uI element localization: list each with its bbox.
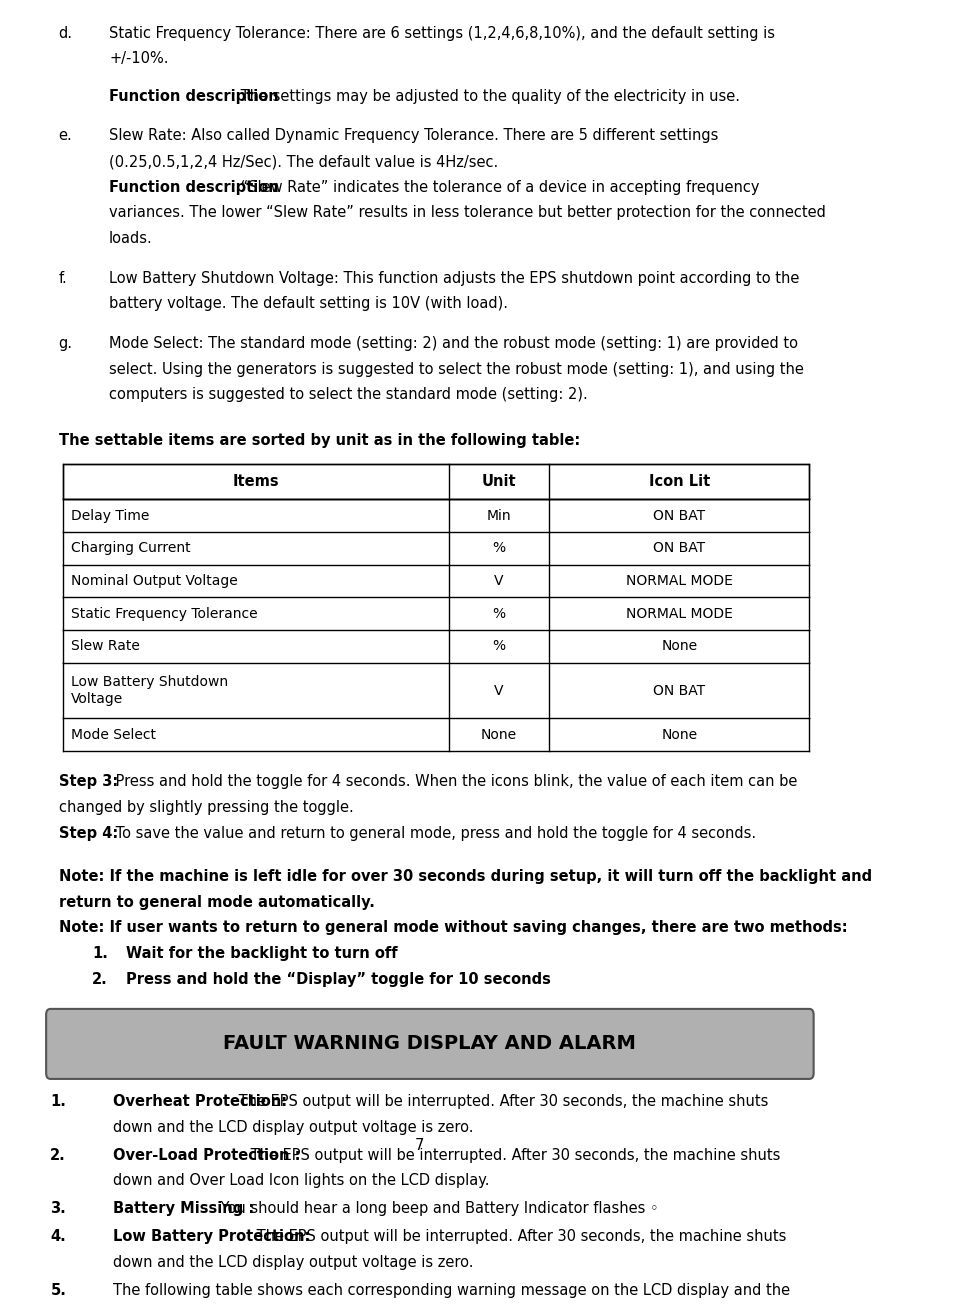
Text: Low Battery Protection:: Low Battery Protection:	[113, 1230, 311, 1244]
FancyBboxPatch shape	[63, 464, 809, 499]
Text: 5.: 5.	[50, 1283, 66, 1297]
Text: Note: If user wants to return to general mode without saving changes, there are : Note: If user wants to return to general…	[59, 921, 848, 935]
Text: %: %	[492, 606, 506, 621]
FancyBboxPatch shape	[46, 1009, 814, 1078]
Text: 3.: 3.	[50, 1201, 66, 1217]
Text: Mode Select: Mode Select	[71, 728, 156, 742]
Text: Charging Current: Charging Current	[71, 541, 191, 556]
Text: Icon Lit: Icon Lit	[649, 475, 710, 489]
Text: down and Over Load Icon lights on the LCD display.: down and Over Load Icon lights on the LC…	[113, 1174, 490, 1188]
Text: You should hear a long beep and Battery Indicator flashes ◦: You should hear a long beep and Battery …	[216, 1201, 659, 1217]
Text: (0.25,0.5,1,2,4 Hz/Sec). The default value is 4Hz/sec.: (0.25,0.5,1,2,4 Hz/Sec). The default val…	[109, 154, 498, 170]
Text: : “Slew Rate” indicates the tolerance of a device in accepting frequency: : “Slew Rate” indicates the tolerance of…	[230, 180, 759, 194]
Text: variances. The lower “Slew Rate” results in less tolerance but better protection: variances. The lower “Slew Rate” results…	[109, 205, 826, 220]
Text: Low Battery Shutdown Voltage: This function adjusts the EPS shutdown point accor: Low Battery Shutdown Voltage: This funct…	[109, 271, 800, 286]
Text: NORMAL MODE: NORMAL MODE	[626, 574, 732, 588]
Text: computers is suggested to select the standard mode (setting: 2).: computers is suggested to select the sta…	[109, 387, 588, 403]
Text: Slew Rate: Also called Dynamic Frequency Tolerance. There are 5 different settin: Slew Rate: Also called Dynamic Frequency…	[109, 128, 718, 143]
Text: battery voltage. The default setting is 10V (with load).: battery voltage. The default setting is …	[109, 296, 508, 312]
Text: Battery Missing :: Battery Missing :	[113, 1201, 254, 1217]
Text: The settable items are sorted by unit as in the following table:: The settable items are sorted by unit as…	[59, 433, 580, 447]
Text: Note: If the machine is left idle for over 30 seconds during setup, it will turn: Note: If the machine is left idle for ov…	[59, 868, 872, 884]
Text: The EPS output will be interrupted. After 30 seconds, the machine shuts: The EPS output will be interrupted. Afte…	[246, 1148, 780, 1163]
Text: 2.: 2.	[50, 1148, 66, 1163]
Text: g.: g.	[59, 336, 73, 351]
Text: Unit: Unit	[482, 475, 516, 489]
Text: return to general mode automatically.: return to general mode automatically.	[59, 895, 374, 910]
Text: 7: 7	[415, 1138, 424, 1153]
Text: NORMAL MODE: NORMAL MODE	[626, 606, 732, 621]
Text: V: V	[494, 683, 504, 698]
FancyBboxPatch shape	[63, 719, 809, 751]
Text: changed by slightly pressing the toggle.: changed by slightly pressing the toggle.	[59, 801, 353, 815]
Text: Wait for the backlight to turn off: Wait for the backlight to turn off	[126, 945, 397, 961]
Text: %: %	[492, 541, 506, 556]
Text: Min: Min	[487, 509, 512, 523]
Text: The EPS output will be interrupted. After 30 seconds, the machine shuts: The EPS output will be interrupted. Afte…	[234, 1094, 768, 1110]
Text: Press and hold the “Display” toggle for 10 seconds: Press and hold the “Display” toggle for …	[126, 971, 551, 987]
FancyBboxPatch shape	[63, 532, 809, 565]
FancyBboxPatch shape	[63, 630, 809, 662]
FancyBboxPatch shape	[63, 499, 809, 532]
Text: Items: Items	[232, 475, 279, 489]
Text: To save the value and return to general mode, press and hold the toggle for 4 se: To save the value and return to general …	[110, 825, 756, 841]
Text: Overheat Protection:: Overheat Protection:	[113, 1094, 287, 1110]
Text: Low Battery Shutdown
Voltage: Low Battery Shutdown Voltage	[71, 675, 228, 705]
Text: Slew Rate: Slew Rate	[71, 639, 140, 653]
Text: 4.: 4.	[50, 1230, 66, 1244]
Text: 2.: 2.	[92, 971, 108, 987]
Text: Static Frequency Tolerance: Static Frequency Tolerance	[71, 606, 258, 621]
Text: V: V	[494, 574, 504, 588]
Text: : The settings may be adjusted to the quality of the electricity in use.: : The settings may be adjusted to the qu…	[230, 89, 739, 104]
Text: Nominal Output Voltage: Nominal Output Voltage	[71, 574, 238, 588]
Text: loads.: loads.	[109, 231, 153, 246]
Text: Function description: Function description	[109, 89, 278, 104]
Text: Function description: Function description	[109, 180, 278, 194]
Text: 1.: 1.	[50, 1094, 66, 1110]
Text: None: None	[661, 639, 698, 653]
Text: Step 3:: Step 3:	[59, 775, 118, 789]
Text: %: %	[492, 639, 506, 653]
FancyBboxPatch shape	[63, 565, 809, 597]
Text: ON BAT: ON BAT	[654, 541, 706, 556]
Text: None: None	[661, 728, 698, 742]
Text: Press and hold the toggle for 4 seconds. When the icons blink, the value of each: Press and hold the toggle for 4 seconds.…	[110, 775, 797, 789]
Text: ON BAT: ON BAT	[654, 683, 706, 698]
Text: Mode Select: The standard mode (setting: 2) and the robust mode (setting: 1) are: Mode Select: The standard mode (setting:…	[109, 336, 798, 351]
Text: Delay Time: Delay Time	[71, 509, 150, 523]
Text: Over-Load Protection :: Over-Load Protection :	[113, 1148, 300, 1163]
Text: None: None	[481, 728, 517, 742]
Text: down and the LCD display output voltage is zero.: down and the LCD display output voltage …	[113, 1120, 473, 1134]
Text: FAULT WARNING DISPLAY AND ALARM: FAULT WARNING DISPLAY AND ALARM	[224, 1034, 636, 1054]
Text: ON BAT: ON BAT	[654, 509, 706, 523]
Text: Static Frequency Tolerance: There are 6 settings (1,2,4,6,8,10%), and the defaul: Static Frequency Tolerance: There are 6 …	[109, 26, 775, 40]
Text: +/-10%.: +/-10%.	[109, 51, 169, 67]
Text: f.: f.	[59, 271, 67, 286]
FancyBboxPatch shape	[63, 597, 809, 630]
Text: e.: e.	[59, 128, 72, 143]
Text: d.: d.	[59, 26, 73, 40]
FancyBboxPatch shape	[63, 662, 809, 719]
Text: The EPS output will be interrupted. After 30 seconds, the machine shuts: The EPS output will be interrupted. Afte…	[252, 1230, 786, 1244]
Text: 1.: 1.	[92, 945, 108, 961]
Text: down and the LCD display output voltage is zero.: down and the LCD display output voltage …	[113, 1256, 473, 1270]
Text: select. Using the generators is suggested to select the robust mode (setting: 1): select. Using the generators is suggeste…	[109, 361, 804, 377]
Text: Step 4:: Step 4:	[59, 825, 118, 841]
Text: The following table shows each corresponding warning message on the LCD display : The following table shows each correspon…	[113, 1283, 790, 1297]
